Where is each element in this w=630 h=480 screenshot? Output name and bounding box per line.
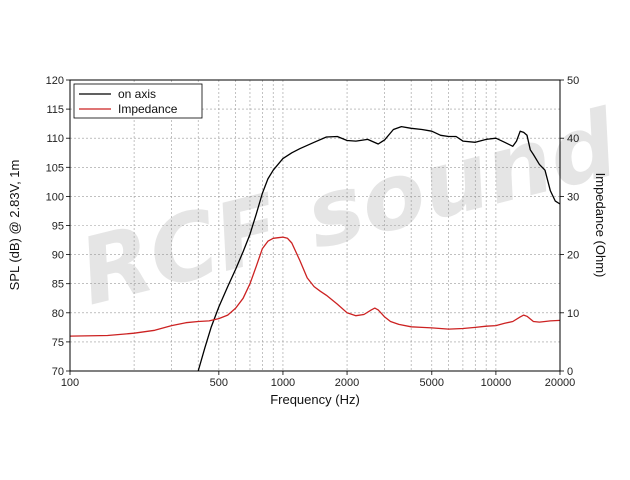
- left-tick-label: 105: [46, 162, 64, 174]
- x-tick-label: 2000: [335, 377, 359, 389]
- left-tick-label: 110: [46, 133, 64, 145]
- left-tick-label: 120: [46, 75, 64, 87]
- series-layer: [69, 125, 561, 372]
- left-tick-label: 90: [52, 250, 64, 262]
- x-tick-label: 20000: [545, 377, 576, 389]
- legend-label-on-axis: on axis: [118, 87, 156, 101]
- legend-box: [73, 83, 203, 119]
- series-line-impedance: [69, 236, 561, 337]
- right-tick-label: 50: [567, 75, 579, 87]
- right-tick-label: 0: [567, 366, 573, 378]
- legend-label-impedance: Impedance: [118, 102, 178, 116]
- left-tick-label: 75: [52, 337, 64, 349]
- right-tick-label: 20: [567, 250, 579, 262]
- left-tick-label: 70: [52, 366, 64, 378]
- left-axis-ticks: 70 75 80 85 90 95 100 105 110 115 120: [46, 75, 70, 378]
- left-tick-label: 80: [52, 308, 64, 320]
- x-tick-label: 500: [210, 377, 228, 389]
- x-axis-label: Frequency (Hz): [270, 392, 360, 407]
- right-tick-label: 30: [567, 191, 579, 203]
- series-line-on-axis: [197, 125, 561, 372]
- left-tick-label: 115: [46, 104, 64, 116]
- x-tick-label: 5000: [420, 377, 444, 389]
- x-tick-label: 10000: [481, 377, 512, 389]
- x-tick-label: 100: [61, 377, 79, 389]
- right-axis-label: Impedance (Ohm): [593, 173, 608, 278]
- left-axis-label: SPL (dB) @ 2.83V, 1m: [7, 160, 22, 291]
- left-tick-label: 95: [52, 221, 64, 233]
- x-tick-label: 1000: [271, 377, 295, 389]
- right-tick-label: 40: [567, 133, 579, 145]
- left-tick-label: 100: [46, 191, 64, 203]
- x-axis-ticks: 100 500 1000 2000 5000 10000 20000: [61, 371, 575, 389]
- legend: on axis Impedance: [73, 83, 203, 119]
- left-tick-label: 85: [52, 279, 64, 291]
- right-axis-ticks: 0 10 20 30 40 50: [560, 75, 579, 378]
- right-tick-label: 10: [567, 308, 579, 320]
